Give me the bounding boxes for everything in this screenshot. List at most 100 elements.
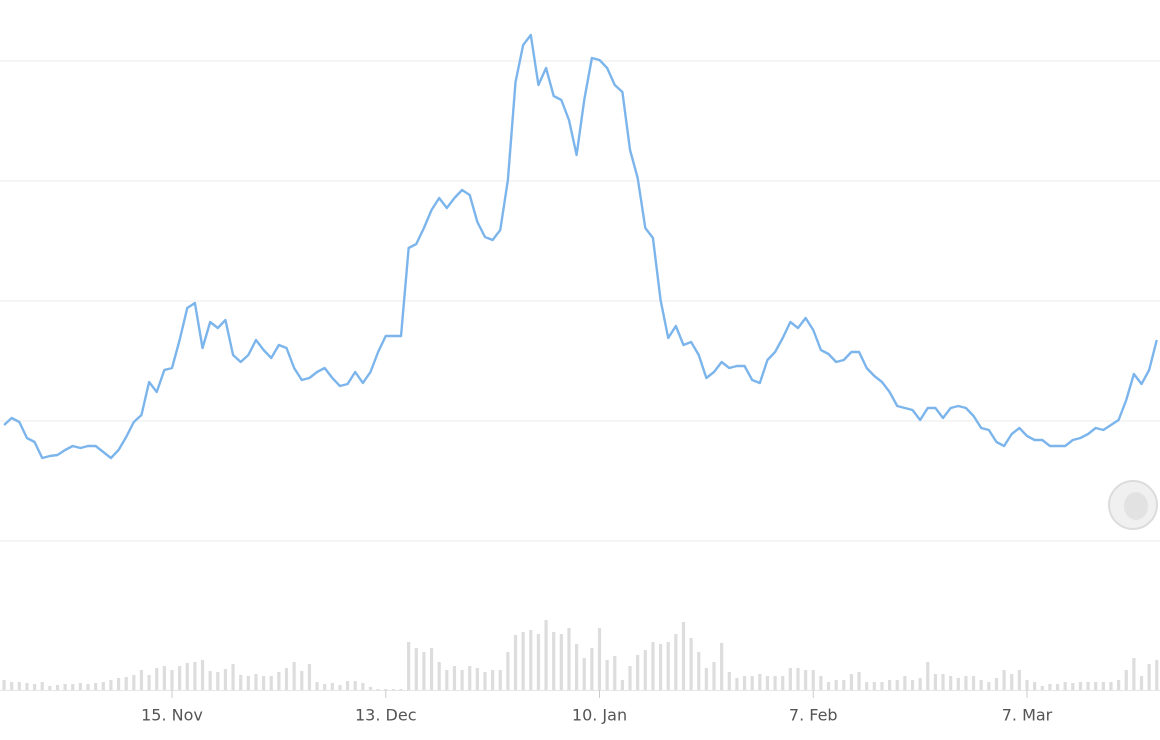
volume-bar — [162, 666, 166, 690]
volume-bar — [1055, 684, 1060, 690]
volume-bar — [429, 648, 434, 690]
volume-bar — [712, 662, 716, 690]
volume-bar — [811, 670, 815, 690]
volume-bar — [834, 680, 838, 690]
volume-bar — [933, 674, 937, 690]
volume-bar — [521, 632, 525, 690]
volume-bar — [239, 675, 243, 690]
volume-bar — [32, 684, 37, 690]
volume-bar — [116, 678, 121, 690]
volume-bar — [735, 678, 739, 690]
volume-bar — [597, 628, 602, 690]
volume-bar — [71, 684, 75, 690]
volume-bar — [338, 685, 342, 690]
volume-bar — [185, 663, 189, 690]
volume-bar — [857, 672, 861, 690]
volume-bar — [361, 683, 365, 690]
price-line — [3, 33, 1158, 460]
volume-bar — [842, 680, 846, 690]
volume-bar — [887, 680, 892, 690]
volume-bar — [796, 668, 800, 690]
volume-bar — [704, 668, 708, 690]
volume-bar — [536, 634, 541, 690]
series — [2, 620, 1159, 690]
volume-bar — [559, 634, 563, 690]
volume-bar — [407, 642, 411, 690]
volume-bar — [307, 664, 312, 690]
volume-bar — [10, 682, 14, 690]
volume-bar — [17, 682, 21, 690]
volume-bar — [208, 671, 212, 690]
volume-bar — [872, 682, 876, 690]
volume-bar — [773, 676, 777, 690]
volume-bar — [223, 669, 228, 690]
volume-bar — [330, 683, 334, 690]
volume-bar — [1117, 680, 1121, 690]
volume-bar — [368, 687, 373, 690]
volume-bar — [78, 683, 82, 690]
volume-bar — [1002, 670, 1006, 690]
volume-bar — [513, 635, 518, 690]
volume-bar — [132, 675, 136, 690]
volume-bar — [475, 668, 479, 690]
watermark-logo — [1108, 480, 1158, 530]
volume-bar — [674, 634, 678, 690]
volume-bar — [445, 670, 449, 690]
volume-bar — [315, 682, 319, 690]
volume-bar — [399, 689, 403, 690]
volume-bar — [216, 672, 220, 690]
volume-bar — [376, 689, 380, 690]
volume-bar — [971, 676, 976, 690]
volume-bar — [590, 648, 594, 690]
volume-bar — [781, 676, 785, 690]
volume-bar — [849, 674, 854, 690]
volume-bar — [63, 684, 67, 690]
volume-bar — [414, 648, 418, 690]
volume-bar — [926, 662, 930, 690]
volume-bar — [124, 677, 128, 690]
x-tick-label: 7. Mar — [1002, 706, 1053, 725]
volume-bar — [964, 676, 968, 690]
volume-bar — [1078, 682, 1083, 690]
volume-bar — [910, 680, 915, 690]
volume-bar — [483, 672, 487, 690]
volume-bar — [1071, 683, 1075, 690]
volume-bar — [262, 676, 266, 690]
volume-bar — [86, 684, 90, 690]
volume-bar — [658, 644, 663, 690]
volume-bar — [956, 678, 960, 690]
volume-bar — [727, 672, 731, 690]
volume-bar — [651, 642, 655, 690]
volume-bar — [903, 676, 907, 690]
volume-bar — [460, 670, 464, 690]
volume-bar — [193, 662, 197, 690]
volume-bar — [323, 684, 327, 690]
volume-bar — [452, 666, 457, 690]
volume-bar — [300, 671, 304, 690]
volume-bar — [1017, 670, 1021, 690]
volume-bar — [391, 689, 395, 690]
volume-bar — [1010, 674, 1014, 690]
volume-bar — [284, 668, 289, 690]
volume-bar — [1048, 684, 1052, 690]
volume-bar — [994, 678, 999, 690]
volume-bar — [139, 670, 144, 690]
volume-bar — [880, 682, 884, 690]
volume-bar — [269, 676, 273, 690]
volume-bar — [1101, 682, 1105, 690]
volume-bar — [742, 676, 747, 690]
volume-bar — [1139, 676, 1144, 690]
volume-bar — [246, 676, 250, 690]
volume-bar — [498, 670, 502, 690]
series — [3, 33, 1158, 460]
volume-bar — [200, 660, 205, 690]
volume-bar — [1155, 660, 1159, 690]
volume-bar — [1033, 682, 1037, 690]
volume-bar — [804, 670, 808, 690]
volume-bar — [1040, 686, 1044, 690]
logo-shape — [1124, 492, 1148, 520]
x-tick-label: 7. Feb — [789, 706, 838, 725]
volume-bar — [544, 620, 548, 690]
